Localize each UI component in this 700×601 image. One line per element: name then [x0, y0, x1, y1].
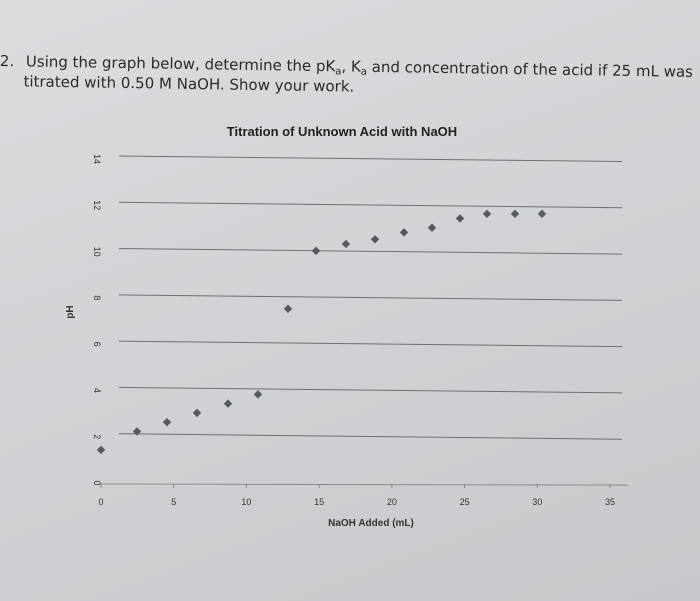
data-point-3 [192, 408, 202, 418]
gridline-6 [118, 340, 623, 348]
data-point-2 [162, 417, 172, 427]
x-tick-25: 25 [460, 497, 470, 507]
x-tick-30: 30 [532, 497, 542, 507]
y-tick-8: 8 [92, 295, 102, 300]
data-point-5 [253, 390, 263, 399]
gridline-10 [118, 248, 623, 255]
data-point-11 [427, 223, 437, 232]
x-axis-label: NaOH Added (mL) [328, 518, 414, 529]
y-tick-labels: 0 2 4 6 8 10 12 14 [92, 154, 102, 486]
x-tick-35: 35 [605, 497, 615, 507]
y-tick-0: 0 [92, 480, 102, 485]
data-points [96, 209, 547, 455]
data-point-1 [132, 427, 142, 436]
y-tick-10: 10 [92, 247, 102, 257]
x-tick-0: 0 [98, 497, 103, 507]
y-tick-4: 4 [92, 388, 102, 393]
gridline-8 [118, 294, 623, 301]
data-point-0 [96, 445, 106, 455]
gridline-4 [118, 386, 623, 394]
data-point-10 [399, 228, 409, 237]
gridline-2 [118, 433, 623, 440]
data-point-8 [341, 239, 351, 249]
x-axis-line [98, 483, 629, 486]
data-point-6 [283, 304, 293, 313]
data-point-9 [370, 235, 380, 244]
x-tick-10: 10 [241, 497, 251, 507]
data-point-7 [311, 246, 321, 256]
gridline-12 [118, 201, 623, 209]
y-tick-12: 12 [92, 200, 102, 210]
x-tick-labels: 0 5 10 15 20 25 30 35 [98, 497, 615, 507]
data-point-14 [510, 209, 520, 219]
y-axis-label: pH [65, 305, 76, 318]
gridline-14 [118, 155, 623, 162]
x-tick-20: 20 [387, 497, 397, 507]
y-tick-6: 6 [92, 342, 102, 347]
y-tick-14: 14 [92, 154, 102, 164]
y-tick-2: 2 [92, 434, 102, 439]
chart-title: Titration of Unknown Acid with NaOH [227, 124, 457, 139]
data-point-13 [482, 209, 492, 219]
x-tick-15: 15 [314, 497, 324, 507]
gridlines [98, 155, 629, 488]
data-point-15 [537, 209, 547, 219]
x-tick-5: 5 [171, 497, 176, 507]
data-point-4 [223, 399, 233, 408]
data-point-12 [455, 214, 465, 223]
